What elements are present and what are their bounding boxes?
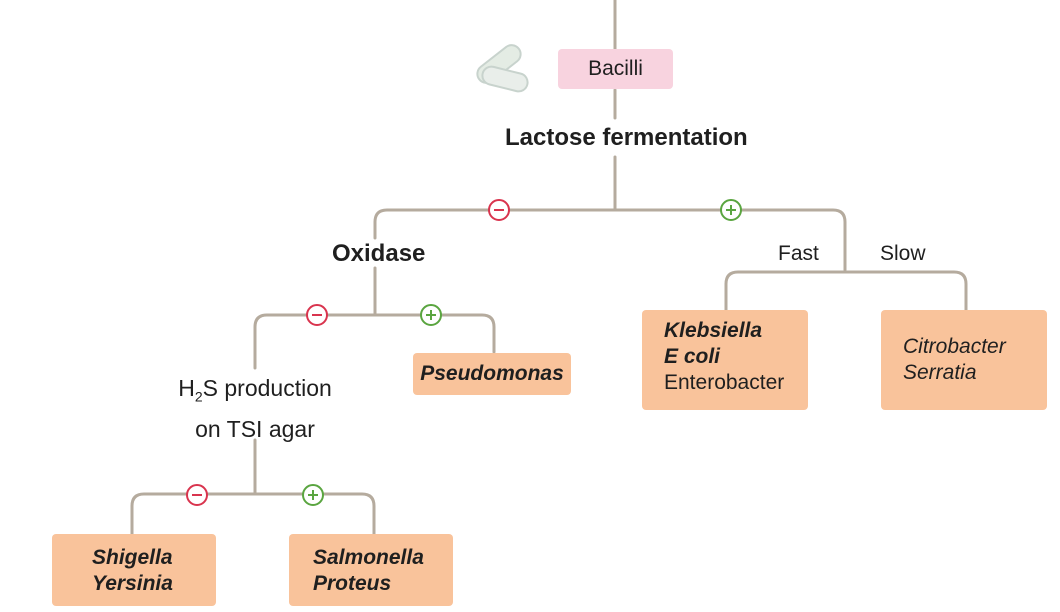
plus-circle-icon	[420, 304, 442, 326]
oxidase-label: Oxidase	[332, 240, 426, 267]
slow-fermenters-box: Citrobacter Serratia	[881, 310, 1047, 410]
connector-fast-slow-split	[724, 270, 968, 314]
lactose-fermentation-label: Lactose fermentation	[505, 124, 748, 151]
minus-circle-icon	[488, 199, 510, 221]
minus-circle-icon	[186, 484, 208, 506]
salmonella-label: Salmonella	[313, 546, 424, 569]
citrobacter-label: Citrobacter	[903, 335, 1006, 358]
proteus-label: Proteus	[313, 572, 392, 595]
h2s-positive-box: Salmonella Proteus	[289, 534, 453, 606]
h2s-production-label: H2S production on TSI agar	[160, 372, 350, 445]
pseudomonas-label: Pseudomonas	[420, 362, 564, 385]
fast-label: Fast	[778, 242, 819, 265]
connector-oxidase-split	[253, 313, 496, 370]
h2s-line2: on TSI agar	[195, 415, 315, 442]
ecoli-label: E coli	[664, 345, 721, 368]
h2s-negative-box: Shigella Yersinia	[52, 534, 216, 606]
fast-fermenters-box: Klebsiella E coli Enterobacter	[642, 310, 808, 410]
klebsiella-label: Klebsiella	[664, 319, 763, 342]
connector-lactose-split	[373, 208, 847, 272]
capsule-bacilli-icon	[476, 44, 529, 93]
plus-circle-icon	[720, 199, 742, 221]
minus-circle-icon	[306, 304, 328, 326]
shigella-label: Shigella	[92, 546, 173, 569]
yersinia-label: Yersinia	[92, 572, 173, 595]
plus-circle-icon	[302, 484, 324, 506]
pseudomonas-box: Pseudomonas	[413, 353, 571, 395]
connector-h2s-split	[130, 492, 376, 536]
bacilli-box: Bacilli	[558, 49, 673, 89]
enterobacter-label: Enterobacter	[664, 371, 785, 394]
serratia-label: Serratia	[903, 361, 977, 384]
slow-label: Slow	[880, 242, 926, 265]
h2s-line1: H2S production	[178, 375, 332, 405]
bacilli-label: Bacilli	[588, 57, 643, 80]
